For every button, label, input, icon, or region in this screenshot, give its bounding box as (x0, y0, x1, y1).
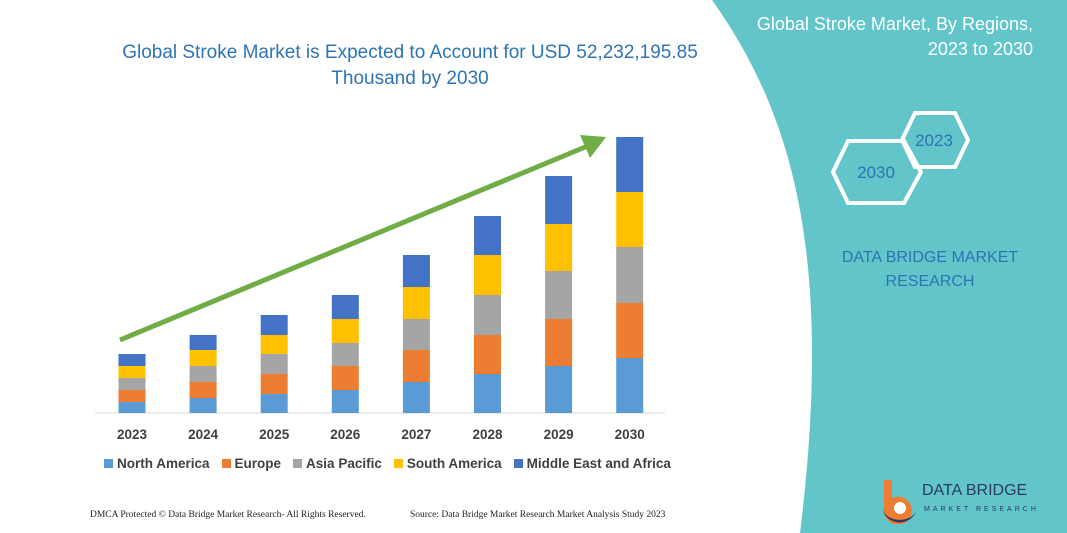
bar-segment-2024-2 (189, 366, 217, 382)
trend-arrow-head (580, 135, 606, 158)
legend-label: Europe (234, 456, 282, 471)
bar-segment-2028-0 (474, 374, 501, 413)
x-tick-label: 2025 (259, 427, 290, 442)
bar-segment-2024-4 (189, 335, 217, 350)
brand-line2: RESEARCH (885, 273, 975, 290)
bar-segment-2028-4 (474, 216, 501, 255)
legend-swatch (513, 459, 523, 468)
bar-segment-2027-4 (402, 255, 430, 287)
bar-segment-2029-0 (545, 366, 573, 413)
bar-segment-2025-2 (260, 354, 288, 374)
bar-segment-2030-1 (616, 303, 644, 358)
bar-segment-2025-0 (260, 394, 288, 413)
legend-item: Middle East and Africa (513, 456, 671, 471)
hexagon-2030 (830, 139, 924, 205)
legend-label: North America (117, 456, 210, 471)
side-panel (712, 0, 1067, 533)
logo-subtext: MARKET RESEARCH (924, 506, 1039, 513)
bar-segment-2030-0 (616, 358, 644, 413)
x-tick-label: 2030 (615, 427, 645, 442)
bar-segment-2029-4 (545, 176, 573, 224)
bar-segment-2026-3 (331, 319, 359, 343)
x-tick-label: 2026 (330, 427, 361, 442)
legend-item: Asia Pacific (293, 456, 382, 471)
logo-text: DATA BRIDGE (922, 482, 1028, 499)
chart-title: Global Stroke Market is Expected to Acco… (122, 42, 698, 89)
bar-segment-2028-1 (474, 335, 501, 374)
bar-segment-2027-1 (402, 350, 430, 382)
side-title-line2: 2023 to 2030 (927, 39, 1033, 59)
bar-segment-2029-1 (545, 319, 573, 366)
bar-segment-2026-0 (331, 390, 359, 413)
legend-swatch (104, 459, 113, 468)
bar-segment-2024-1 (189, 382, 217, 398)
footer-copyright: DMCA Protected © Data Bridge Market Rese… (90, 510, 366, 520)
bar-segment-2023-0 (118, 402, 146, 413)
legend-label: South America (406, 456, 502, 471)
legend-label: Middle East and Africa (526, 456, 671, 471)
x-tick-label: 2023 (117, 427, 148, 442)
bar-segment-2028-3 (474, 255, 501, 295)
bar-segment-2030-2 (616, 247, 644, 303)
bars (118, 137, 644, 413)
bar-segment-2023-1 (118, 390, 146, 402)
x-tick-label: 2028 (472, 427, 503, 442)
legend-item: North America (104, 456, 210, 471)
legend: North America Europe Asia Pacific South Ame… (104, 456, 671, 471)
legend-item: Europe (221, 456, 282, 471)
bar-segment-2023-3 (118, 366, 146, 378)
legend-swatch (293, 459, 303, 468)
legend-swatch (393, 459, 403, 468)
brand-text: DATA BRIDGE MARKET RESEARCH (830, 246, 1030, 294)
footer-source: Source: Data Bridge Market Research Mark… (410, 510, 666, 520)
legend-item: South America (393, 456, 502, 471)
bar-segment-2025-1 (260, 374, 288, 394)
legend-label: Asia Pacific (306, 456, 382, 471)
x-tick-labels: 2023 2024 2025 2026 2027 2028 2029 2030 (117, 427, 645, 442)
bar-segment-2029-2 (545, 271, 573, 319)
bar-segment-2030-3 (616, 192, 644, 247)
bar-segment-2024-0 (189, 398, 217, 413)
brand-line1: DATA BRIDGE MARKET (841, 249, 1019, 266)
bar-segment-2027-2 (402, 319, 430, 350)
bar-segment-2028-2 (474, 295, 501, 335)
bar-segment-2026-1 (331, 366, 359, 390)
bar-segment-2023-2 (118, 378, 146, 390)
side-title: Global Stroke Market, By Regions, 2023 t… (757, 12, 1033, 62)
bar-segment-2025-4 (260, 315, 288, 335)
legend-swatch (221, 459, 231, 468)
bar-segment-2026-4 (331, 295, 359, 319)
bar-segment-2024-3 (189, 350, 217, 366)
hex-2023-label: 2023 (915, 131, 953, 150)
trend-arrow-line (119, 142, 591, 343)
bar-segment-2025-3 (260, 335, 288, 354)
side-title-line1: Global Stroke Market, By Regions, (756, 14, 1033, 34)
bar-segment-2027-3 (402, 287, 430, 319)
bar-segment-2027-0 (402, 382, 430, 413)
x-tick-label: 2029 (544, 427, 574, 442)
bar-segment-2029-3 (545, 224, 573, 271)
bar-segment-2030-4 (616, 137, 644, 192)
x-tick-label: 2024 (188, 427, 219, 442)
x-tick-label: 2027 (401, 427, 431, 442)
bar-segment-2026-2 (331, 343, 359, 366)
bar-segment-2023-4 (118, 354, 146, 366)
data-bridge-logo-icon (882, 480, 916, 524)
hex-2030-label: 2030 (857, 163, 895, 182)
